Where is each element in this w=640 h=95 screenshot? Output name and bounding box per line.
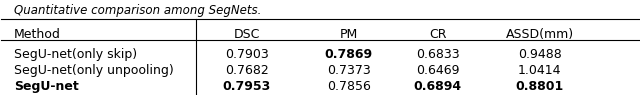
Text: 0.8801: 0.8801 (516, 80, 564, 93)
Text: 0.6833: 0.6833 (416, 48, 460, 61)
Text: 0.7373: 0.7373 (327, 64, 371, 77)
Text: PM: PM (340, 28, 358, 41)
Text: 0.7856: 0.7856 (327, 80, 371, 93)
Text: ASSD(mm): ASSD(mm) (506, 28, 574, 41)
Text: 0.6894: 0.6894 (414, 80, 462, 93)
Text: 0.9488: 0.9488 (518, 48, 562, 61)
Text: 1.0414: 1.0414 (518, 64, 561, 77)
Text: SegU-net(only unpooling): SegU-net(only unpooling) (14, 64, 174, 77)
Text: Method: Method (14, 28, 61, 41)
Text: Quantitative comparison among SegNets.: Quantitative comparison among SegNets. (14, 4, 262, 17)
Text: SegU-net(only skip): SegU-net(only skip) (14, 48, 137, 61)
Text: 0.7869: 0.7869 (324, 48, 372, 61)
Text: 0.6469: 0.6469 (416, 64, 460, 77)
Text: SegU-net: SegU-net (14, 80, 79, 93)
Text: CR: CR (429, 28, 447, 41)
Text: DSC: DSC (234, 28, 260, 41)
Text: 0.7903: 0.7903 (225, 48, 269, 61)
Text: 0.7953: 0.7953 (223, 80, 271, 93)
Text: 0.7682: 0.7682 (225, 64, 269, 77)
